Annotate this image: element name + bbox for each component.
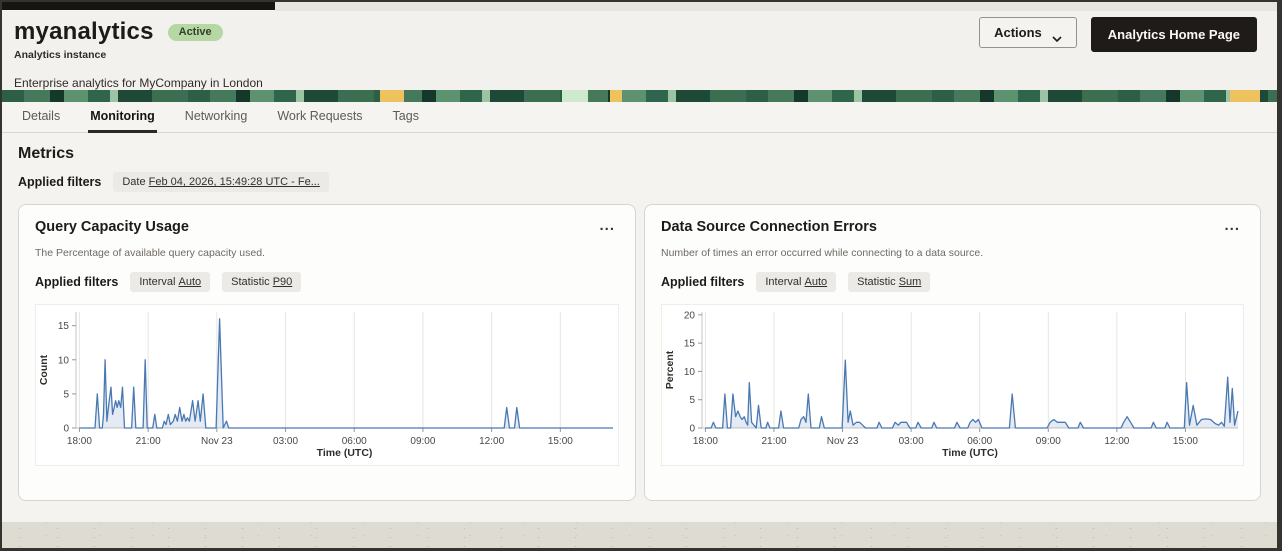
more-options-icon[interactable]: ...: [595, 218, 619, 233]
svg-text:09:00: 09:00: [410, 436, 435, 447]
actions-button-label: Actions: [994, 25, 1042, 40]
statistic-filter-chip[interactable]: Statistic P90: [222, 272, 302, 292]
date-filter-value[interactable]: Feb 04, 2026, 15:49:28 UTC - Fe...: [148, 176, 320, 188]
interval-filter-label: Interval: [139, 276, 176, 288]
date-filter-label: Date: [122, 176, 146, 188]
tab-details[interactable]: Details: [22, 109, 61, 123]
svg-text:21:00: 21:00: [136, 436, 161, 447]
resource-description: Enterprise analytics for MyCompany in Lo…: [14, 76, 263, 90]
svg-text:20: 20: [684, 310, 696, 321]
actions-button[interactable]: Actions: [979, 17, 1077, 48]
applied-filters-label: Applied filters: [35, 275, 119, 289]
interval-filter-label: Interval: [765, 276, 802, 288]
svg-text:Nov 23: Nov 23: [201, 436, 233, 447]
chart-svg: 0 5 10 15 18:00 21:00 Nov 23 03:00 06:00 09:00 12:…: [38, 312, 613, 459]
tab-work-requests[interactable]: Work Requests: [277, 109, 363, 123]
desktop-strip: [2, 522, 1277, 548]
interval-filter-value[interactable]: Auto: [178, 276, 202, 288]
interval-filter-chip[interactable]: Interval Auto: [756, 272, 837, 292]
card-query-capacity-usage: Query Capacity Usage ... The Percentage …: [18, 204, 636, 501]
status-badge: Active: [167, 23, 223, 41]
svg-text:21:00: 21:00: [761, 436, 786, 447]
metrics-heading: Metrics: [18, 145, 75, 162]
tab-tags[interactable]: Tags: [392, 109, 419, 123]
svg-text:Count: Count: [38, 354, 50, 385]
svg-text:18:00: 18:00: [67, 436, 92, 447]
chart-svg: 0 5 10 15 20 18:00 21:00 Nov 23 03:00 06:00 09:00 1…: [664, 310, 1239, 459]
data-source-connection-errors-chart[interactable]: 0 5 10 15 20 18:00 21:00 Nov 23 03:00 06:00 09:00 1…: [661, 304, 1244, 466]
statistic-filter-value[interactable]: P90: [272, 276, 293, 288]
svg-text:15: 15: [58, 321, 70, 332]
svg-text:Time (UTC): Time (UTC): [317, 447, 373, 459]
svg-text:06:00: 06:00: [342, 436, 367, 447]
svg-text:5: 5: [63, 389, 69, 400]
statistic-filter-label: Statistic: [231, 276, 270, 288]
tab-monitoring[interactable]: Monitoring: [88, 102, 157, 133]
svg-text:12:00: 12:00: [479, 436, 504, 447]
page-title: myanalytics: [14, 18, 154, 45]
card-description: The Percentage of available query capaci…: [35, 247, 265, 259]
analytics-home-page-button[interactable]: Analytics Home Page: [1090, 17, 1257, 52]
statistic-filter-chip[interactable]: Statistic Sum: [848, 272, 931, 292]
svg-text:12:00: 12:00: [1104, 436, 1129, 447]
svg-text:Nov 23: Nov 23: [827, 436, 859, 447]
svg-text:10: 10: [58, 355, 70, 366]
svg-text:0: 0: [689, 424, 695, 435]
interval-filter-chip[interactable]: Interval Auto: [130, 272, 211, 292]
svg-text:03:00: 03:00: [899, 436, 924, 447]
card-description: Number of times an error occurred while …: [661, 247, 984, 259]
decorative-banner: [2, 90, 1277, 102]
card-data-source-connection-errors: Data Source Connection Errors ... Number…: [644, 204, 1261, 501]
applied-filters-label: Applied filters: [661, 275, 745, 289]
card-title: Query Capacity Usage: [35, 219, 189, 235]
svg-text:03:00: 03:00: [273, 436, 298, 447]
query-capacity-usage-chart[interactable]: 0 5 10 15 18:00 21:00 Nov 23 03:00 06:00 09:00 12:…: [35, 304, 619, 466]
more-options-icon[interactable]: ...: [1220, 218, 1244, 233]
interval-filter-value[interactable]: Auto: [804, 276, 828, 288]
svg-text:10: 10: [684, 367, 696, 378]
chevron-down-icon: [1052, 30, 1062, 42]
svg-text:Percent: Percent: [664, 350, 676, 389]
svg-text:15:00: 15:00: [548, 436, 573, 447]
top-chrome-strip: [2, 2, 1277, 11]
svg-text:Time (UTC): Time (UTC): [942, 447, 998, 459]
browser-tab-remnant: [2, 2, 275, 11]
date-filter-chip[interactable]: Date Feb 04, 2026, 15:49:28 UTC - Fe...: [113, 172, 329, 192]
resource-type-label: Analytics instance: [14, 49, 107, 61]
svg-text:18:00: 18:00: [693, 436, 718, 447]
svg-text:09:00: 09:00: [1036, 436, 1061, 447]
tab-bar: Details Monitoring Networking Work Reque…: [2, 102, 1277, 133]
svg-text:0: 0: [63, 424, 69, 435]
svg-text:06:00: 06:00: [967, 436, 992, 447]
main-content: Metrics Applied filters Date Feb 04, 202…: [2, 133, 1277, 522]
statistic-filter-value[interactable]: Sum: [898, 276, 922, 288]
page-header: myanalytics Active Analytics instance En…: [2, 11, 1277, 90]
svg-text:15:00: 15:00: [1173, 436, 1198, 447]
svg-text:5: 5: [689, 395, 695, 406]
card-title: Data Source Connection Errors: [661, 219, 877, 235]
svg-text:15: 15: [684, 339, 696, 350]
applied-filters-label: Applied filters: [18, 175, 102, 189]
statistic-filter-label: Statistic: [857, 276, 896, 288]
tab-networking[interactable]: Networking: [184, 109, 248, 123]
